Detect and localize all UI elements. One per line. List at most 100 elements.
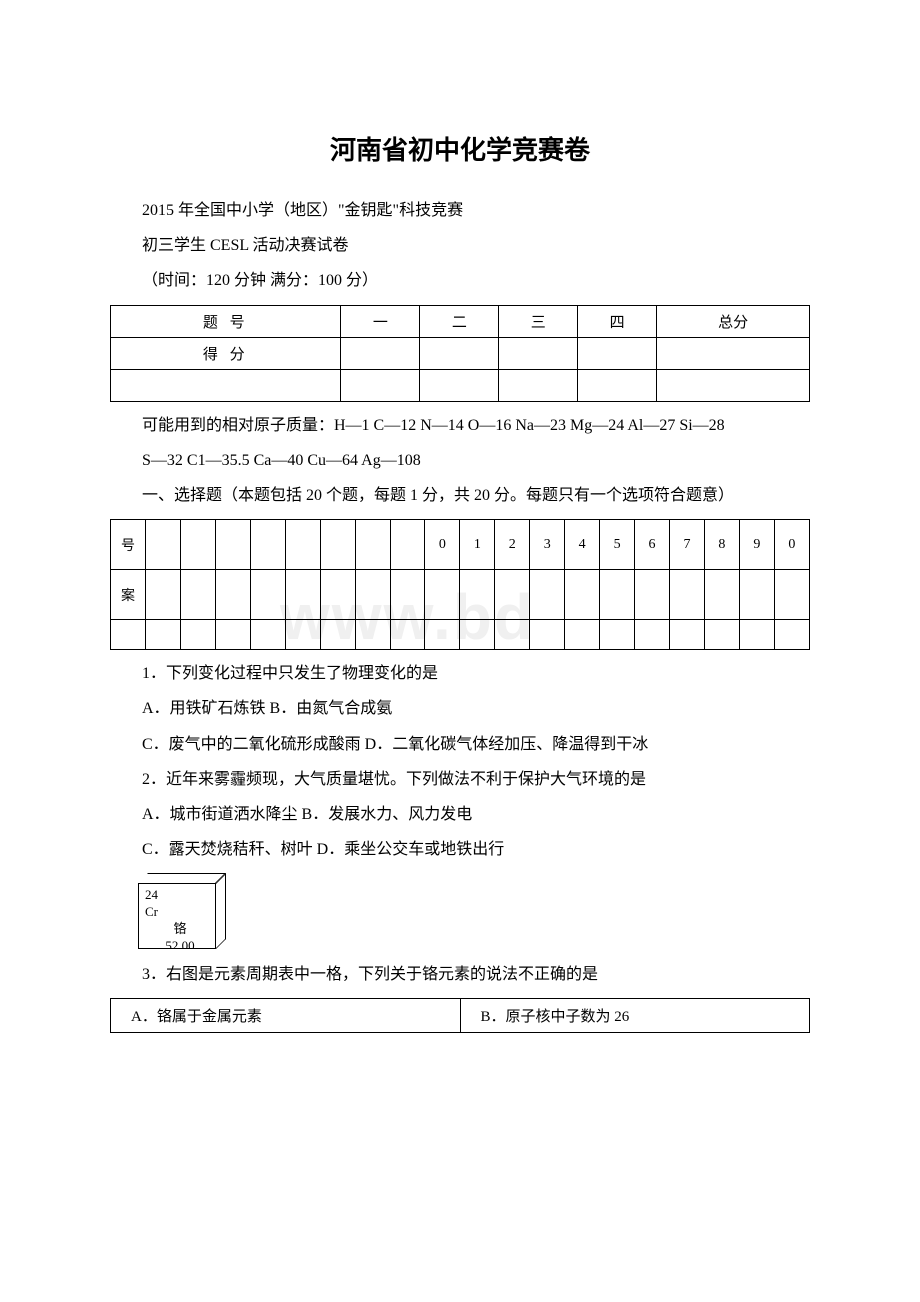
score-cell	[578, 369, 657, 401]
answers-num-cell	[215, 520, 250, 570]
score-cell	[420, 369, 499, 401]
element-number: 24	[145, 887, 215, 904]
atomic-mass-line-1: 可能用到的相对原子质量：H—1 C—12 N—14 O—16 Na—23 Mg—…	[110, 408, 810, 443]
score-cell	[341, 369, 420, 401]
answers-num-cell: 8	[704, 520, 739, 570]
answers-cell	[111, 620, 146, 650]
answers-cell	[670, 620, 705, 650]
answers-cell	[739, 570, 774, 620]
table-row: 得 分	[111, 337, 810, 369]
q2-opts: A．城市街道洒水降尘 B．发展水力、风力发电	[110, 797, 810, 832]
answers-cell	[320, 570, 355, 620]
answers-table: 号 0 1 2 3 4 5 6 7 8 9 0 案	[110, 519, 810, 650]
q1-opts2: C．废气中的二氧化硫形成酸雨 D．二氧化碳气体经加压、降温得到干冰	[110, 727, 810, 762]
element-name: 铬	[145, 921, 215, 938]
answers-cell	[635, 620, 670, 650]
answers-cell	[530, 570, 565, 620]
answers-cell	[460, 620, 495, 650]
answers-cell	[180, 570, 215, 620]
element-top-face	[138, 873, 226, 883]
answers-cell	[670, 570, 705, 620]
score-cell	[578, 337, 657, 369]
answers-cell	[635, 570, 670, 620]
score-cell	[657, 337, 810, 369]
answers-row-label: 号	[111, 520, 146, 570]
header-line-1: 2015 年全国中小学（地区）"金钥匙"科技竞赛	[110, 193, 810, 228]
q1-opts: A．用铁矿石炼铁 B．由氮气合成氨	[110, 691, 810, 726]
score-cell	[420, 337, 499, 369]
answers-cell	[390, 620, 425, 650]
answers-num-cell: 6	[635, 520, 670, 570]
answers-cell	[704, 570, 739, 620]
answers-cell	[285, 620, 320, 650]
answers-num-cell: 1	[460, 520, 495, 570]
score-header-cell: 总分	[657, 305, 810, 337]
answers-num-cell	[145, 520, 180, 570]
answers-num-cell: 2	[495, 520, 530, 570]
score-cell	[111, 369, 341, 401]
score-cell	[499, 369, 578, 401]
table-row: 号 0 1 2 3 4 5 6 7 8 9 0	[111, 520, 810, 570]
answers-cell	[145, 570, 180, 620]
answers-cell	[355, 620, 390, 650]
answers-cell	[215, 570, 250, 620]
answers-cell	[390, 570, 425, 620]
answers-cell	[495, 620, 530, 650]
score-header-cell: 一	[341, 305, 420, 337]
answers-cell	[600, 620, 635, 650]
answers-cell	[460, 570, 495, 620]
answers-cell	[320, 620, 355, 650]
answers-row-label: 案	[111, 570, 146, 620]
score-row-label: 得 分	[111, 337, 341, 369]
answers-cell	[145, 620, 180, 650]
answers-cell	[565, 570, 600, 620]
answers-num-cell	[320, 520, 355, 570]
answers-num-cell: 3	[530, 520, 565, 570]
table-row	[111, 369, 810, 401]
q3-opt-a: A．铬属于金属元素	[111, 999, 461, 1033]
answers-cell	[285, 570, 320, 620]
q2-stem: 2．近年来雾霾频现，大气质量堪忧。下列做法不利于保护大气环境的是	[110, 762, 810, 797]
score-header-cell: 三	[499, 305, 578, 337]
answers-num-cell: 4	[565, 520, 600, 570]
answers-cell	[774, 620, 809, 650]
score-header-cell: 二	[420, 305, 499, 337]
score-header-cell: 题 号	[111, 305, 341, 337]
answers-cell	[495, 570, 530, 620]
page: 河南省初中化学竞赛卷 2015 年全国中小学（地区）"金钥匙"科技竞赛 初三学生…	[0, 0, 920, 1083]
answers-num-cell	[390, 520, 425, 570]
answers-cell	[425, 620, 460, 650]
answers-cell	[250, 570, 285, 620]
page-title: 河南省初中化学竞赛卷	[110, 130, 810, 167]
periodic-element-cell: 24 Cr 铬 52.00	[138, 873, 230, 951]
q2-opts2: C．露天焚烧秸秆、树叶 D．乘坐公交车或地铁出行	[110, 832, 810, 867]
section1-intro: 一、选择题（本题包括 20 个题，每题 1 分，共 20 分。每题只有一个选项符…	[110, 478, 810, 513]
score-cell	[341, 337, 420, 369]
answers-cell	[774, 570, 809, 620]
atomic-mass-line-2: S—32 C1—35.5 Ca—40 Cu—64 Ag—108	[110, 443, 810, 478]
element-symbol: Cr	[145, 904, 215, 921]
header-line-3: （时间：120 分钟 满分：100 分）	[110, 263, 810, 298]
score-cell	[499, 337, 578, 369]
answers-num-cell: 7	[670, 520, 705, 570]
answers-num-cell	[285, 520, 320, 570]
q3-options-table: A．铬属于金属元素 B．原子核中子数为 26	[110, 998, 810, 1033]
q3-stem: 3．右图是元素周期表中一格，下列关于铬元素的说法不正确的是	[110, 957, 810, 992]
answers-cell	[355, 570, 390, 620]
table-row	[111, 620, 810, 650]
table-row: A．铬属于金属元素 B．原子核中子数为 26	[111, 999, 810, 1033]
answers-cell	[215, 620, 250, 650]
table-row: 案	[111, 570, 810, 620]
score-header-cell: 四	[578, 305, 657, 337]
answers-cell	[530, 620, 565, 650]
answers-num-cell	[250, 520, 285, 570]
answers-cell	[180, 620, 215, 650]
answers-num-cell: 0	[774, 520, 809, 570]
element-front-face: 24 Cr 铬 52.00	[138, 883, 216, 949]
element-side-face	[216, 873, 226, 949]
answers-num-cell	[355, 520, 390, 570]
answers-cell	[739, 620, 774, 650]
answers-num-cell	[180, 520, 215, 570]
q3-opt-b: B．原子核中子数为 26	[460, 999, 810, 1033]
answers-num-cell: 9	[739, 520, 774, 570]
